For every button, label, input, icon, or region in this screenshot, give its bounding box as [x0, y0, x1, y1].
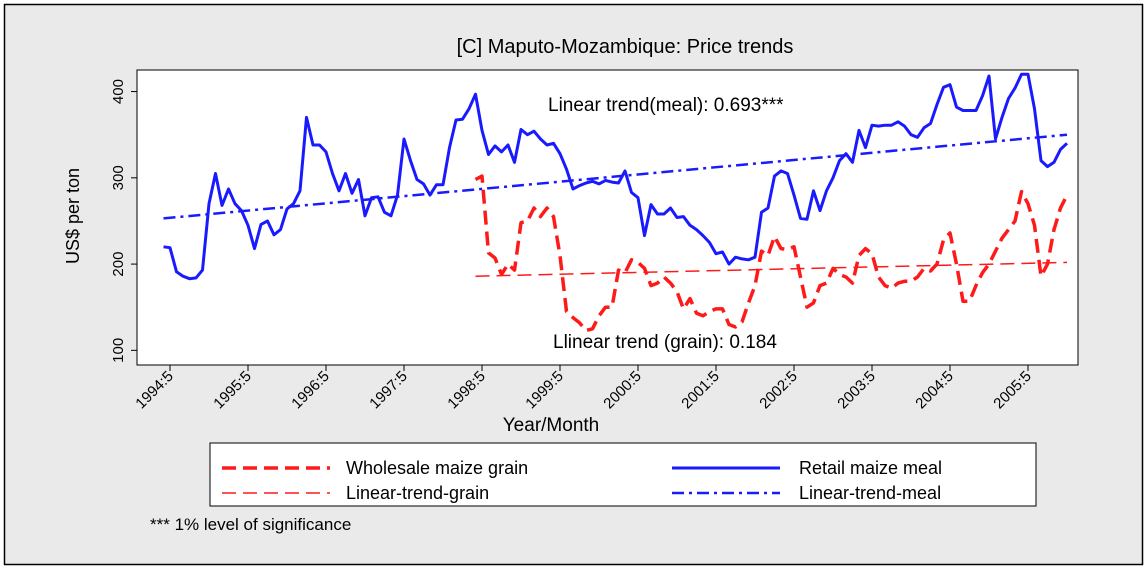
y-tick-label: 200 [110, 252, 127, 277]
legend-label: Linear-trend-grain [346, 483, 489, 503]
y-tick-label: 100 [110, 338, 127, 363]
y-tick-label: 300 [110, 165, 127, 190]
footnote: *** 1% level of significance [150, 515, 351, 534]
y-axis-label: US$ per ton [63, 168, 83, 264]
legend [209, 442, 1037, 507]
series-line [475, 261, 1068, 277]
plot-area [136, 69, 1079, 366]
series-line [474, 174, 1069, 333]
legend-label: Wholesale maize grain [346, 458, 528, 478]
chart-title: [C] Maputo-Mozambique: Price trends [457, 36, 794, 58]
legend-label: Linear-trend-meal [799, 483, 941, 503]
series-line [163, 133, 1068, 220]
annotation: Llinear trend (grain): 0.184 [553, 332, 777, 353]
series-line [163, 72, 1069, 281]
x-axis-label: Year/Month [503, 415, 599, 436]
legend-label: Retail maize meal [799, 458, 942, 478]
y-tick-label: 400 [110, 79, 127, 104]
annotation: Linear trend(meal): 0.693*** [548, 95, 784, 116]
